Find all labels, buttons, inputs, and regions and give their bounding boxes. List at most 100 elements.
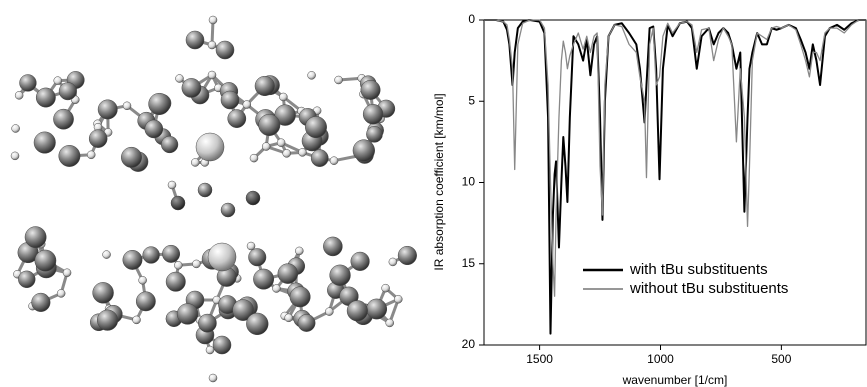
x-tick-label: 1000 xyxy=(647,352,674,366)
atom xyxy=(388,257,398,267)
atom xyxy=(381,283,390,293)
atom xyxy=(162,244,181,263)
atom xyxy=(207,70,217,80)
atom xyxy=(242,100,252,109)
atom xyxy=(207,40,217,50)
atom xyxy=(19,74,37,92)
atom xyxy=(170,195,186,211)
atom xyxy=(181,78,202,98)
atom xyxy=(97,99,118,120)
atom xyxy=(58,82,77,101)
atom xyxy=(35,87,56,108)
atom xyxy=(366,125,383,143)
x-tick-label: 500 xyxy=(771,352,791,366)
atom xyxy=(197,182,213,198)
atom xyxy=(96,309,119,331)
molecule-illustration xyxy=(10,15,417,383)
y-axis-label: IR absorption coefficient [km/mol] xyxy=(432,93,446,270)
atom xyxy=(161,135,179,154)
atom xyxy=(24,226,47,249)
atom xyxy=(56,289,66,298)
atom xyxy=(325,307,334,316)
atom xyxy=(227,109,247,128)
atom xyxy=(346,300,368,322)
atom xyxy=(385,318,394,328)
atom xyxy=(175,74,184,83)
atom xyxy=(212,335,232,355)
atom xyxy=(58,145,81,167)
atom xyxy=(323,236,343,257)
atom xyxy=(132,315,141,325)
atom xyxy=(249,153,259,163)
atom xyxy=(198,313,217,333)
atom xyxy=(284,313,293,323)
atom xyxy=(277,263,299,284)
atom xyxy=(297,314,316,332)
atom xyxy=(246,312,269,336)
atom xyxy=(397,245,417,266)
atom xyxy=(174,261,183,270)
atom xyxy=(208,373,218,383)
atom xyxy=(31,292,51,312)
atom xyxy=(245,190,261,206)
atom xyxy=(135,291,156,312)
legend-label: without tBu substituents xyxy=(629,280,788,297)
atom xyxy=(298,148,307,157)
atom xyxy=(261,142,271,151)
atom xyxy=(279,92,288,102)
atom xyxy=(334,75,343,85)
atom xyxy=(88,129,108,148)
x-axis-label: wavenumber [1/cm] xyxy=(622,373,728,387)
atom xyxy=(33,131,56,154)
atom xyxy=(11,124,20,133)
atom xyxy=(248,248,267,267)
atom xyxy=(362,104,384,125)
atom xyxy=(144,119,164,139)
atom xyxy=(276,138,286,147)
atom xyxy=(192,259,201,269)
atom xyxy=(220,202,236,218)
y-tick-label: 5 xyxy=(468,93,475,107)
atom xyxy=(272,284,281,293)
atom xyxy=(366,298,388,320)
atom xyxy=(138,276,147,285)
atom xyxy=(254,75,275,97)
atom xyxy=(10,151,20,161)
atom xyxy=(86,150,96,160)
atom xyxy=(14,91,24,100)
atom xyxy=(232,299,254,321)
atom xyxy=(282,149,291,158)
atom xyxy=(148,92,171,115)
atom xyxy=(92,282,114,304)
atom xyxy=(121,146,142,168)
y-tick-label: 15 xyxy=(462,256,476,270)
spectrum-line xyxy=(484,19,866,297)
atom xyxy=(310,149,329,167)
atom xyxy=(352,139,375,162)
atom xyxy=(289,286,311,308)
atom xyxy=(305,116,327,139)
atom xyxy=(253,268,275,290)
atom xyxy=(102,250,111,259)
atom xyxy=(246,241,256,251)
atom xyxy=(18,270,36,288)
atom xyxy=(122,250,143,270)
atom xyxy=(307,71,316,80)
atom xyxy=(329,156,339,165)
atom xyxy=(142,246,160,264)
atom xyxy=(295,246,304,256)
atom xyxy=(176,303,199,325)
legend-label: with tBu substituents xyxy=(629,261,768,278)
atom xyxy=(122,101,132,111)
atom xyxy=(350,251,370,271)
atom xyxy=(62,268,72,278)
atom xyxy=(34,249,57,272)
atom xyxy=(274,104,296,126)
atom xyxy=(258,113,281,136)
atom xyxy=(360,79,381,100)
y-tick-label: 0 xyxy=(468,12,475,26)
atom xyxy=(53,76,63,85)
atom xyxy=(167,180,177,190)
atom xyxy=(191,158,200,167)
